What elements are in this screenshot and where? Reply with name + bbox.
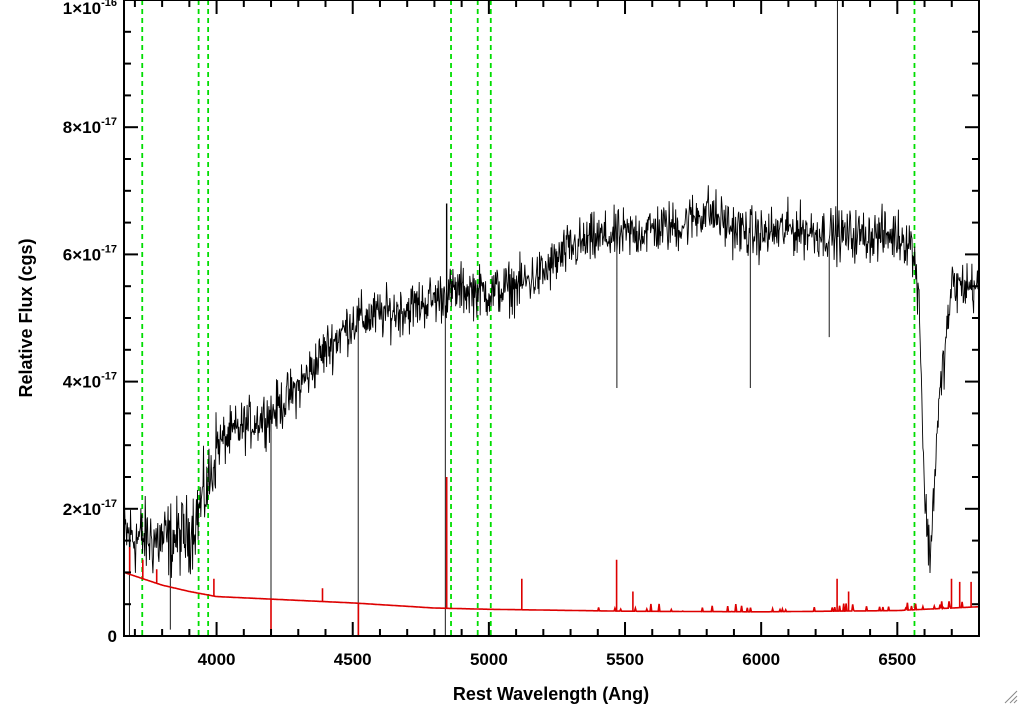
tick-labels: 4000 4500 5000 5500 6000 6500 0 2×10-17 4×10-17 6… (63, 0, 916, 669)
resize-grip-icon[interactable] (1004, 690, 1018, 704)
flux-spectrum-line (124, 0, 979, 636)
x-tick-label: 4000 (198, 650, 236, 669)
y-axis-label: Relative Flux (cgs) (16, 238, 36, 397)
y-tick-label: 4×10-17 (63, 371, 117, 392)
y-tick-label: 8×10-17 (63, 116, 117, 137)
x-tick-label: 6500 (878, 650, 916, 669)
y-tick-label: 2×10-17 (63, 498, 117, 519)
x-tick-label: 5500 (606, 650, 644, 669)
error-spectrum-line (124, 477, 979, 636)
x-tick-label: 5000 (470, 650, 508, 669)
y-tick-label: 0 (108, 627, 117, 646)
y-tick-label: 1×10-16 (63, 0, 117, 18)
series-layer (124, 0, 979, 636)
x-axis-label: Rest Wavelength (Ang) (453, 684, 649, 704)
y-tick-label: 6×10-17 (63, 243, 117, 264)
x-tick-label: 4500 (334, 650, 372, 669)
x-tick-label: 6000 (742, 650, 780, 669)
axis-ticks (124, 0, 980, 637)
plot-frame (123, 0, 980, 637)
reference-lines (141, 0, 916, 636)
plot-border (123, 0, 980, 637)
